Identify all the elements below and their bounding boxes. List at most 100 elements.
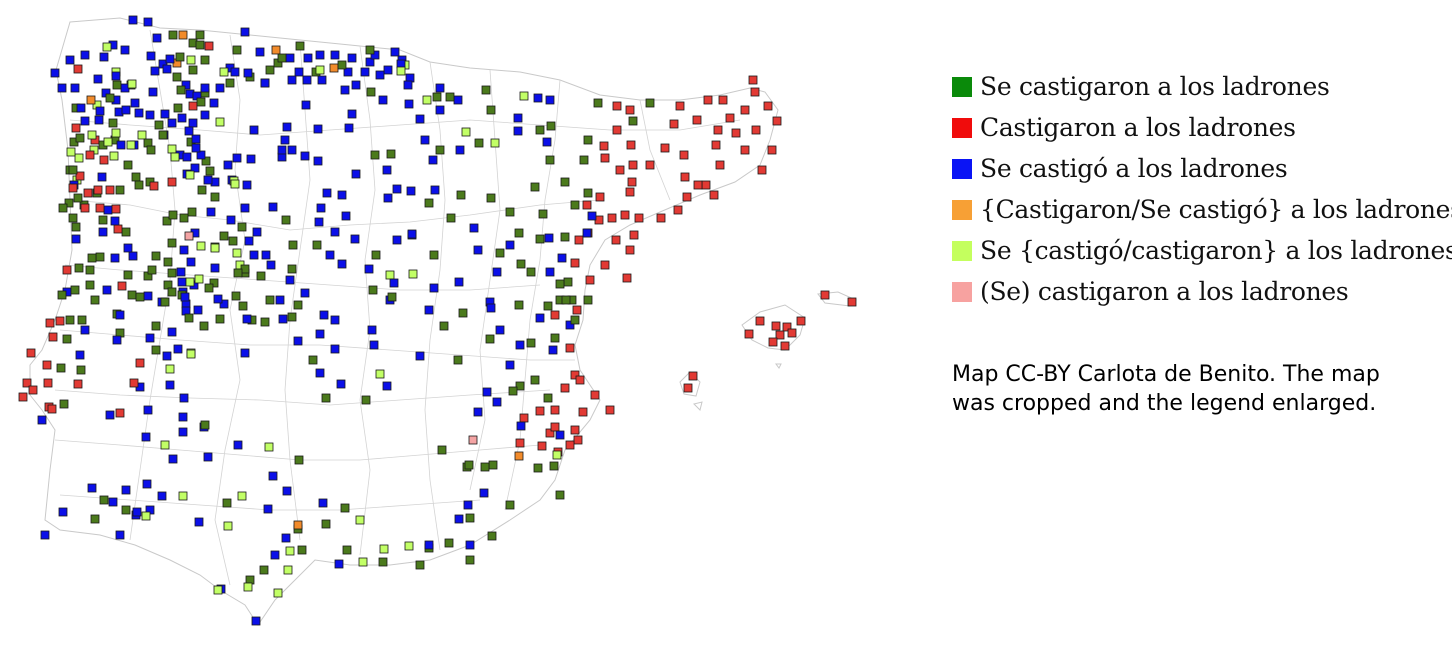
survey-point-marker (260, 317, 270, 327)
survey-point-marker (232, 45, 242, 55)
survey-point-marker (750, 87, 760, 97)
survey-point-marker (625, 187, 635, 197)
survey-point-marker (355, 515, 365, 525)
survey-point-marker (251, 616, 261, 626)
survey-point-marker (123, 243, 133, 253)
survey-point-marker (187, 207, 197, 217)
survey-point-marker (93, 74, 103, 84)
legend-item: Se castigaron a los ladrones (952, 66, 1452, 107)
iberian-peninsula-map (18, 15, 857, 626)
survey-point-marker (751, 125, 761, 135)
survey-point-marker (238, 301, 248, 311)
survey-point-marker (37, 415, 47, 425)
survey-point-marker (287, 145, 297, 155)
survey-point-marker (378, 557, 388, 567)
survey-point-marker (347, 109, 357, 119)
survey-point-marker (322, 188, 332, 198)
survey-point-marker (205, 166, 215, 176)
survey-point-marker (615, 165, 625, 175)
survey-point-marker (446, 213, 456, 223)
survey-point-marker (578, 407, 588, 417)
survey-point-marker (165, 364, 175, 374)
survey-point-marker (282, 486, 292, 496)
survey-point-marker (465, 513, 475, 523)
survey-point-marker (165, 380, 175, 390)
survey-point-marker (223, 521, 233, 531)
survey-point-marker (177, 113, 187, 123)
survey-point-marker (213, 294, 223, 304)
survey-point-marker (173, 103, 183, 113)
survey-point-marker (83, 188, 93, 198)
survey-point-marker (99, 52, 109, 62)
survey-point-marker (763, 101, 773, 111)
survey-point-marker (85, 150, 95, 160)
survey-point-marker (463, 500, 473, 510)
survey-point-marker (147, 265, 157, 275)
survey-point-marker (230, 67, 240, 77)
survey-point-marker (755, 316, 765, 326)
survey-point-marker (71, 222, 81, 232)
survey-point-marker (679, 150, 689, 160)
legend-swatch (952, 199, 972, 220)
survey-point-marker (297, 545, 307, 555)
survey-point-marker (186, 257, 196, 267)
survey-point-marker (703, 95, 713, 105)
survey-point-marker (105, 93, 115, 103)
survey-point-marker (167, 177, 177, 187)
survey-point-marker (432, 92, 442, 102)
survey-point-marker (385, 270, 395, 280)
survey-point-marker (408, 269, 418, 279)
survey-point-marker (167, 144, 177, 154)
survey-point-marker (515, 340, 525, 350)
survey-point-marker (265, 295, 275, 305)
survey-point-marker (330, 344, 340, 354)
survey-point-marker (607, 213, 617, 223)
survey-point-marker (526, 338, 536, 348)
survey-point-marker (134, 108, 144, 118)
survey-point-marker (170, 152, 180, 162)
survey-point-marker (514, 451, 524, 461)
survey-point-marker (768, 337, 778, 347)
survey-point-marker (439, 321, 449, 331)
survey-point-marker (673, 205, 683, 215)
survey-point-marker (165, 54, 175, 64)
survey-point-marker (369, 340, 379, 350)
survey-point-marker (168, 30, 178, 40)
survey-point-marker (847, 297, 857, 307)
survey-point-marker (585, 275, 595, 285)
survey-point-marker (731, 128, 741, 138)
survey-point-marker (495, 325, 505, 335)
survey-point-marker (128, 251, 138, 261)
survey-point-marker (454, 514, 464, 524)
survey-point-marker (200, 83, 210, 93)
survey-point-marker (634, 213, 644, 223)
survey-point-marker (55, 316, 65, 326)
survey-point-marker (75, 350, 85, 360)
survey-point-marker (261, 250, 271, 260)
survey-point-marker (508, 386, 518, 396)
survey-point-marker (263, 504, 273, 514)
survey-point-marker (535, 234, 545, 244)
survey-point-marker (492, 397, 502, 407)
survey-point-marker (268, 202, 278, 212)
survey-point-marker (200, 420, 210, 430)
survey-point-marker (701, 180, 711, 190)
survey-point-marker (70, 83, 80, 93)
survey-point-marker (316, 203, 326, 213)
survey-point-marker (361, 395, 371, 405)
survey-point-marker (390, 47, 400, 57)
survey-point-marker (548, 345, 558, 355)
survey-point-marker (188, 118, 198, 128)
survey-point-marker (265, 65, 275, 75)
survey-point-marker (367, 325, 377, 335)
survey-point-marker (120, 45, 130, 55)
survey-point-marker (437, 445, 447, 455)
survey-point-marker (143, 291, 153, 301)
survey-point-marker (375, 70, 385, 80)
survey-point-marker (550, 333, 560, 343)
survey-point-marker (473, 245, 483, 255)
survey-point-marker (550, 310, 560, 320)
survey-point-marker (87, 130, 97, 140)
survey-point-marker (546, 121, 556, 131)
survey-point-marker (593, 98, 603, 108)
